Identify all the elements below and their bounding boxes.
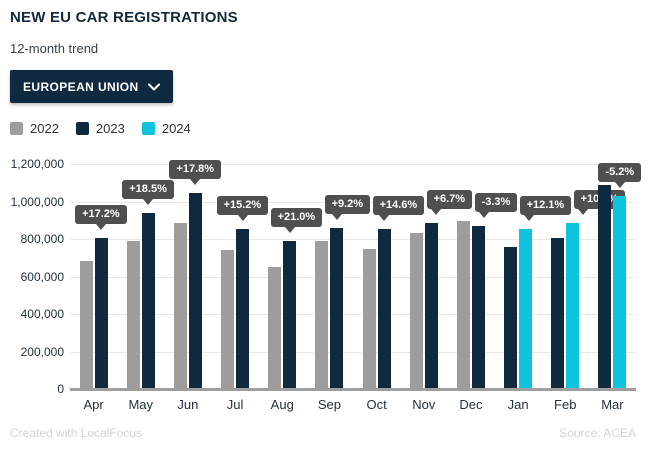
chevron-down-icon — [147, 83, 160, 91]
x-axis-tick: Feb — [554, 397, 577, 412]
y-axis-tick: 0 — [57, 382, 64, 396]
pointer-triangle-icon — [143, 198, 154, 205]
pointer-triangle-icon — [577, 209, 588, 216]
x-axis-tick: Sep — [317, 397, 341, 412]
bar-2023-aug — [283, 241, 297, 388]
pct-change-label: +17.8% — [169, 160, 222, 186]
x-axis-tick: Dec — [459, 397, 483, 412]
x-axis-tick: Aug — [270, 397, 294, 412]
bar-2022-jul — [221, 250, 235, 388]
y-axis-tick: 200,000 — [20, 344, 64, 359]
x-axis-tick: Oct — [366, 397, 387, 412]
x-axis-tick: Jul — [226, 397, 244, 412]
pct-change-label: +21.0% — [270, 208, 323, 234]
pct-change-label: +17.2% — [75, 205, 127, 231]
pointer-triangle-icon — [430, 208, 441, 215]
credit-text: Created with LocalFocus — [10, 426, 143, 440]
bar-2023-may — [141, 212, 155, 388]
legend-item-2022: 2022 — [10, 121, 59, 136]
gridline — [70, 351, 636, 353]
x-axis-tick: Nov — [412, 397, 436, 412]
bar-2023-mar — [598, 185, 612, 388]
legend-label: 2022 — [30, 121, 59, 136]
legend-label: 2024 — [161, 121, 191, 136]
region-dropdown-label: EUROPEAN UNION — [23, 79, 139, 94]
pct-change-label: +6.7% — [426, 189, 473, 215]
bar-2023-jun — [188, 193, 202, 388]
pct-change-label: -5.2% — [598, 162, 642, 188]
legend-item-2024: 2024 — [141, 121, 191, 136]
legend-swatch-icon — [75, 122, 89, 135]
bar-2023-apr — [94, 238, 108, 388]
x-axis-tick: Jun — [177, 397, 199, 412]
pct-change-label: +14.6% — [372, 195, 425, 221]
bar-2022-nov — [409, 233, 423, 388]
pointer-triangle-icon — [190, 179, 201, 186]
y-axis-tick: 800,000 — [20, 232, 64, 246]
bar-2023-feb — [551, 238, 565, 388]
bar-2023-dec — [471, 226, 485, 388]
pointer-triangle-icon — [523, 215, 534, 222]
gridline — [70, 276, 636, 278]
bar-2024-mar — [613, 195, 627, 388]
legend: 2022 2023 2024 — [10, 121, 191, 136]
gridline — [70, 314, 636, 315]
legend-swatch-icon — [141, 122, 155, 135]
x-axis-tick: Apr — [83, 397, 104, 412]
pct-change-label: +12.1% — [519, 196, 572, 222]
bar-2022-sep — [315, 241, 329, 388]
page-title: NEW EU CAR REGISTRATIONS — [10, 9, 238, 26]
pointer-triangle-icon — [379, 214, 390, 221]
gridline — [70, 164, 636, 165]
bar-2022-dec — [456, 220, 470, 388]
y-axis-tick: 1,000,000 — [10, 194, 64, 209]
y-axis-tick: 400,000 — [20, 307, 64, 321]
pointer-triangle-icon — [614, 181, 625, 188]
pointer-triangle-icon — [96, 224, 107, 231]
chart-subtitle: 12-month trend — [10, 41, 99, 56]
pct-change-label: +15.2% — [216, 196, 269, 222]
pointer-triangle-icon — [284, 227, 295, 234]
gridline — [70, 239, 636, 240]
bar-2023-nov — [424, 222, 438, 388]
y-axis-tick: 600,000 — [20, 269, 64, 284]
x-axis-tick: Mar — [601, 397, 624, 412]
x-axis-line — [70, 388, 636, 391]
bar-2023-oct — [377, 228, 391, 388]
pct-change-label: -3.3% — [474, 193, 518, 219]
bar-2022-oct — [362, 249, 376, 388]
legend-swatch-icon — [10, 122, 23, 135]
legend-item-2023: 2023 — [75, 121, 125, 136]
pct-change-label: +9.2% — [324, 194, 371, 220]
pointer-triangle-icon — [331, 213, 342, 220]
x-axis-tick: Jan — [507, 397, 529, 412]
pct-change-label: +18.5% — [122, 179, 174, 205]
region-dropdown[interactable]: EUROPEAN UNION — [10, 70, 173, 103]
bar-2022-may — [126, 240, 140, 388]
x-axis-tick: May — [128, 397, 154, 412]
pointer-triangle-icon — [478, 212, 489, 219]
bar-2024-feb — [566, 223, 580, 388]
bar-2023-jul — [236, 229, 250, 388]
source-text: Source: ACEA — [559, 426, 636, 440]
bar-2024-jan — [519, 229, 533, 388]
legend-label: 2023 — [95, 121, 125, 136]
bar-2023-sep — [330, 227, 344, 388]
bar-2022-aug — [268, 266, 282, 388]
bar-2022-jun — [173, 222, 187, 388]
bar-2022-apr — [79, 260, 93, 388]
pointer-triangle-icon — [237, 215, 248, 222]
y-axis-tick: 1,200,000 — [10, 157, 64, 171]
bar-2023-jan — [504, 246, 518, 388]
